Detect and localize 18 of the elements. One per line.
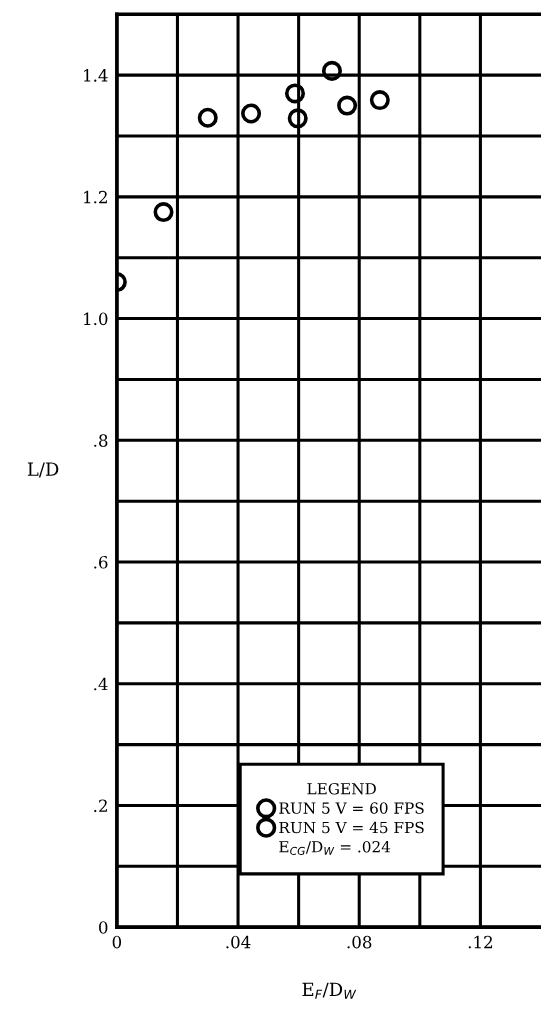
x-tick-label: .08 [347,935,372,949]
y-tick-label: .2 [94,799,107,813]
y-tick-label: .8 [94,434,108,447]
x-axis-title: E$_{F}$/D$_{W}$ [302,982,357,999]
y-tick-label: 0 [99,921,108,934]
x-tick-label: .12 [468,935,493,949]
legend-label: RUN 5 V = 60 FPS [279,802,424,814]
x-tick-label: .04 [226,935,251,949]
y-axis-title: L/D [27,462,59,478]
y-tick-label: 1.2 [84,190,107,204]
y-tick-label: .6 [94,555,108,569]
legend-title: LEGEND [307,782,376,795]
y-tick-label: .4 [94,677,108,691]
y-tick-label: 1.0 [84,312,108,326]
x-tick-label: 0 [112,935,122,949]
legend-label: RUN 5 V = 45 FPS [279,821,424,834]
annotation: E$_{CG}$/D$_{W}$ = .024 [279,840,391,855]
y-tick-label: 1.4 [84,69,108,82]
